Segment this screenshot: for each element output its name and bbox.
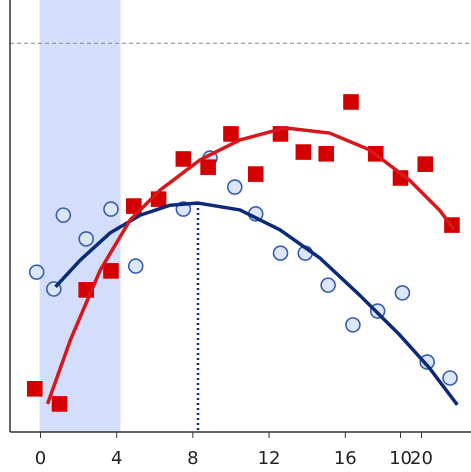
fit-line	[54, 201, 459, 406]
x-tick-label: 12	[258, 448, 281, 469]
square-point	[200, 159, 216, 175]
circle-point	[419, 354, 435, 370]
circle-point	[78, 231, 94, 247]
square-point	[318, 145, 335, 162]
circle-point	[103, 201, 119, 217]
square-point	[26, 380, 43, 397]
circle-point	[28, 264, 45, 280]
fit-line	[45, 126, 456, 405]
square-point	[51, 396, 68, 412]
circle-point	[345, 317, 361, 333]
square-point	[126, 198, 142, 214]
circle-point	[55, 207, 72, 223]
circle-point	[226, 179, 243, 195]
x-tick-label: 16	[334, 448, 357, 469]
square-point	[343, 94, 359, 110]
x-tick-label: 10	[389, 448, 412, 469]
square-point	[247, 166, 264, 182]
circle-point	[272, 245, 289, 261]
circle-point	[394, 285, 411, 301]
x-tick-label: 4	[111, 448, 122, 469]
x-tick-label: 8	[187, 448, 198, 469]
x-tick-label: 0	[35, 448, 46, 469]
square-point	[295, 144, 312, 160]
square-point	[175, 151, 192, 167]
highlight-band	[39, 0, 121, 432]
square-point	[103, 263, 119, 279]
square-point	[417, 156, 434, 172]
circle-point	[320, 277, 336, 293]
circle-point	[442, 370, 458, 386]
x-tick-label: 20	[410, 448, 433, 469]
circle-point	[127, 258, 144, 274]
square-point	[223, 126, 239, 142]
